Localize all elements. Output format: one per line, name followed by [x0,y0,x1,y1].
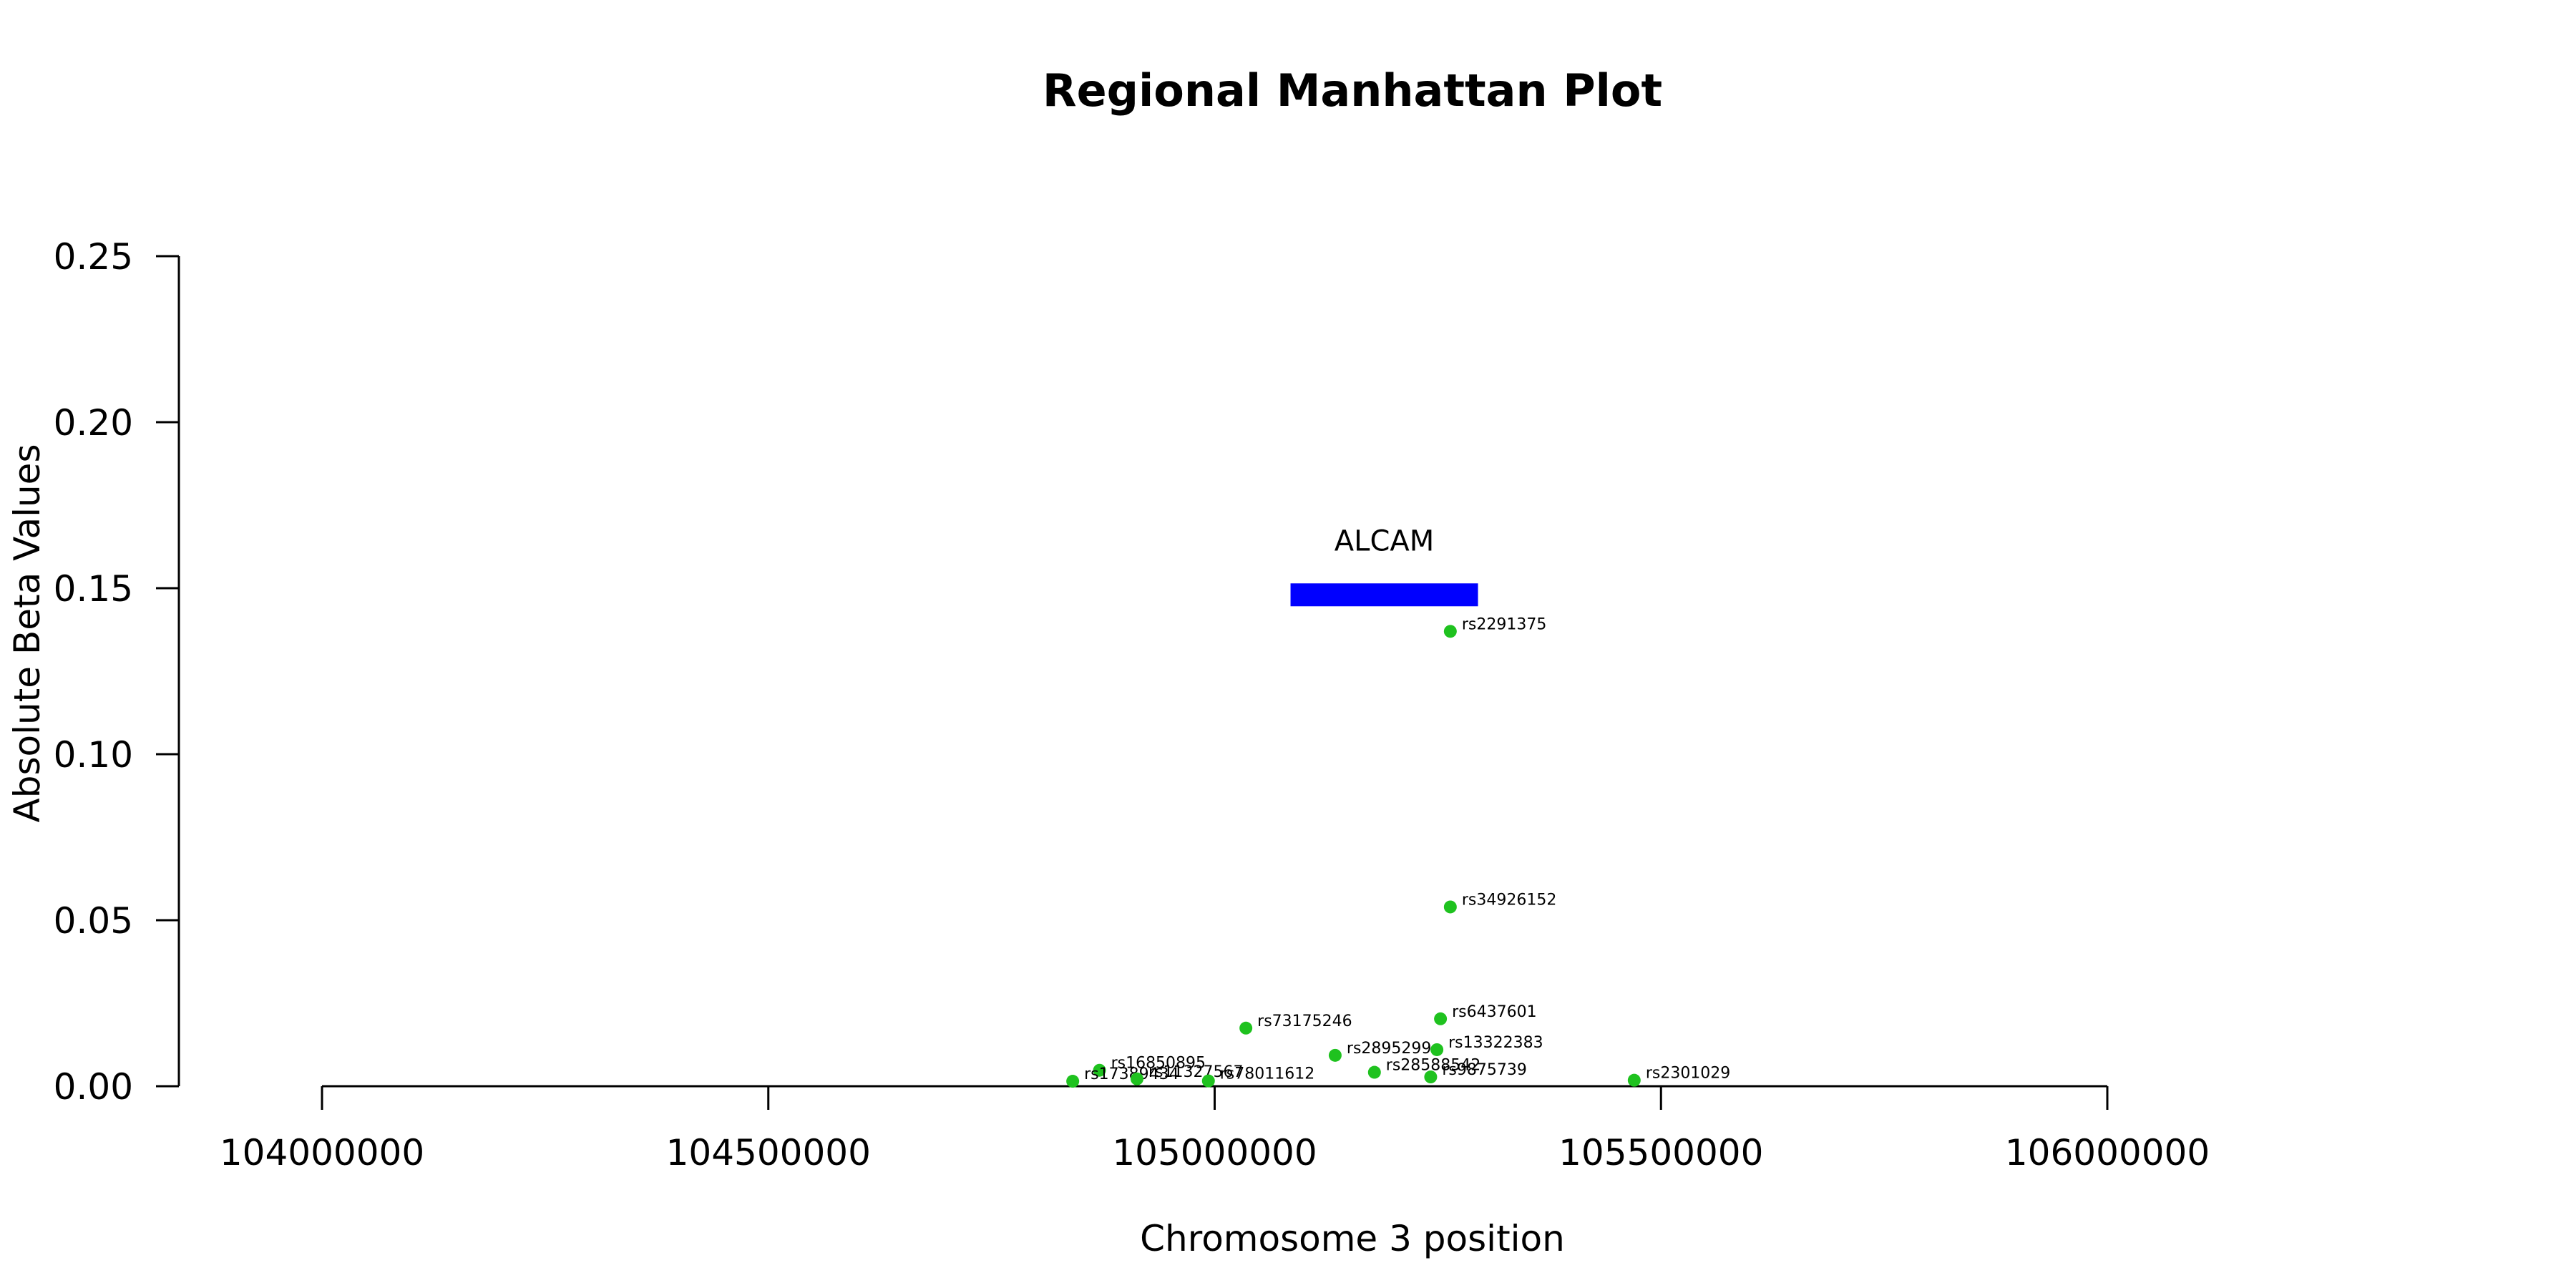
snp-label: rs13322383 [1448,1034,1543,1052]
x-axis: 104000000 104500000 105000000 105500000 1060… [220,1085,2210,1259]
snp-label: rs9875739 [1442,1061,1527,1079]
y-tick-label: 0.15 [54,568,133,610]
gene-bar-alcam [1290,583,1478,607]
x-axis-label: Chromosome 3 position [1140,1218,1565,1259]
x-tick-label: 105000000 [1112,1132,1317,1174]
y-axis-ticks: 0.00 0.05 0.10 0.15 0.20 0.25 [54,236,179,1108]
snp-label: rs34926152 [1462,891,1556,909]
snp-point [1424,1070,1438,1084]
y-tick-label: 0.00 [54,1066,133,1108]
snp-point [1201,1074,1215,1088]
snp-point [1367,1065,1381,1079]
snp-point [1434,1012,1448,1025]
snp-label: rs2895299 [1347,1040,1432,1058]
gene-track: ALCAM [1290,525,1478,607]
x-tick-label: 104500000 [666,1132,871,1174]
snp-point [1328,1048,1342,1062]
snp-point [1443,625,1457,638]
y-axis-label: Absolute Beta Values [6,444,48,823]
snp-label: rs2301029 [1646,1065,1731,1083]
snp-label: rs2291375 [1462,615,1546,633]
snp-label: rs6437601 [1452,1003,1537,1021]
snp-point [1239,1021,1253,1035]
data-points: rs2291375 rs34926152 rs73175246 rs6437601 rs… [1066,615,1730,1088]
snp-point [1443,900,1457,914]
snp-label: rs16850895 [1111,1055,1206,1073]
snp-label: rs11327567 [1148,1063,1243,1081]
snp-point [1430,1043,1444,1056]
snp-point [1093,1063,1106,1077]
chart-title: Regional Manhattan Plot [1043,64,1662,117]
snp-point [1130,1072,1143,1085]
gene-label: ALCAM [1335,525,1434,557]
y-tick-label: 0.05 [54,900,133,942]
x-tick-label: 106000000 [2005,1132,2210,1174]
y-tick-label: 0.10 [54,734,133,776]
x-axis-ticks: 104000000 104500000 105000000 105500000 1060… [220,1086,2210,1174]
x-tick-label: 105500000 [1558,1132,1763,1174]
snp-point [1627,1073,1641,1087]
y-axis: 0.00 0.05 0.10 0.15 0.20 0.25 Absolute Beta V… [6,236,180,1108]
y-tick-label: 0.20 [54,402,133,444]
x-tick-label: 104000000 [220,1132,424,1174]
snp-point [1066,1075,1080,1088]
y-tick-label: 0.25 [54,236,133,278]
snp-label: rs73175246 [1257,1013,1352,1030]
snp-label: rs78011612 [1220,1065,1314,1083]
